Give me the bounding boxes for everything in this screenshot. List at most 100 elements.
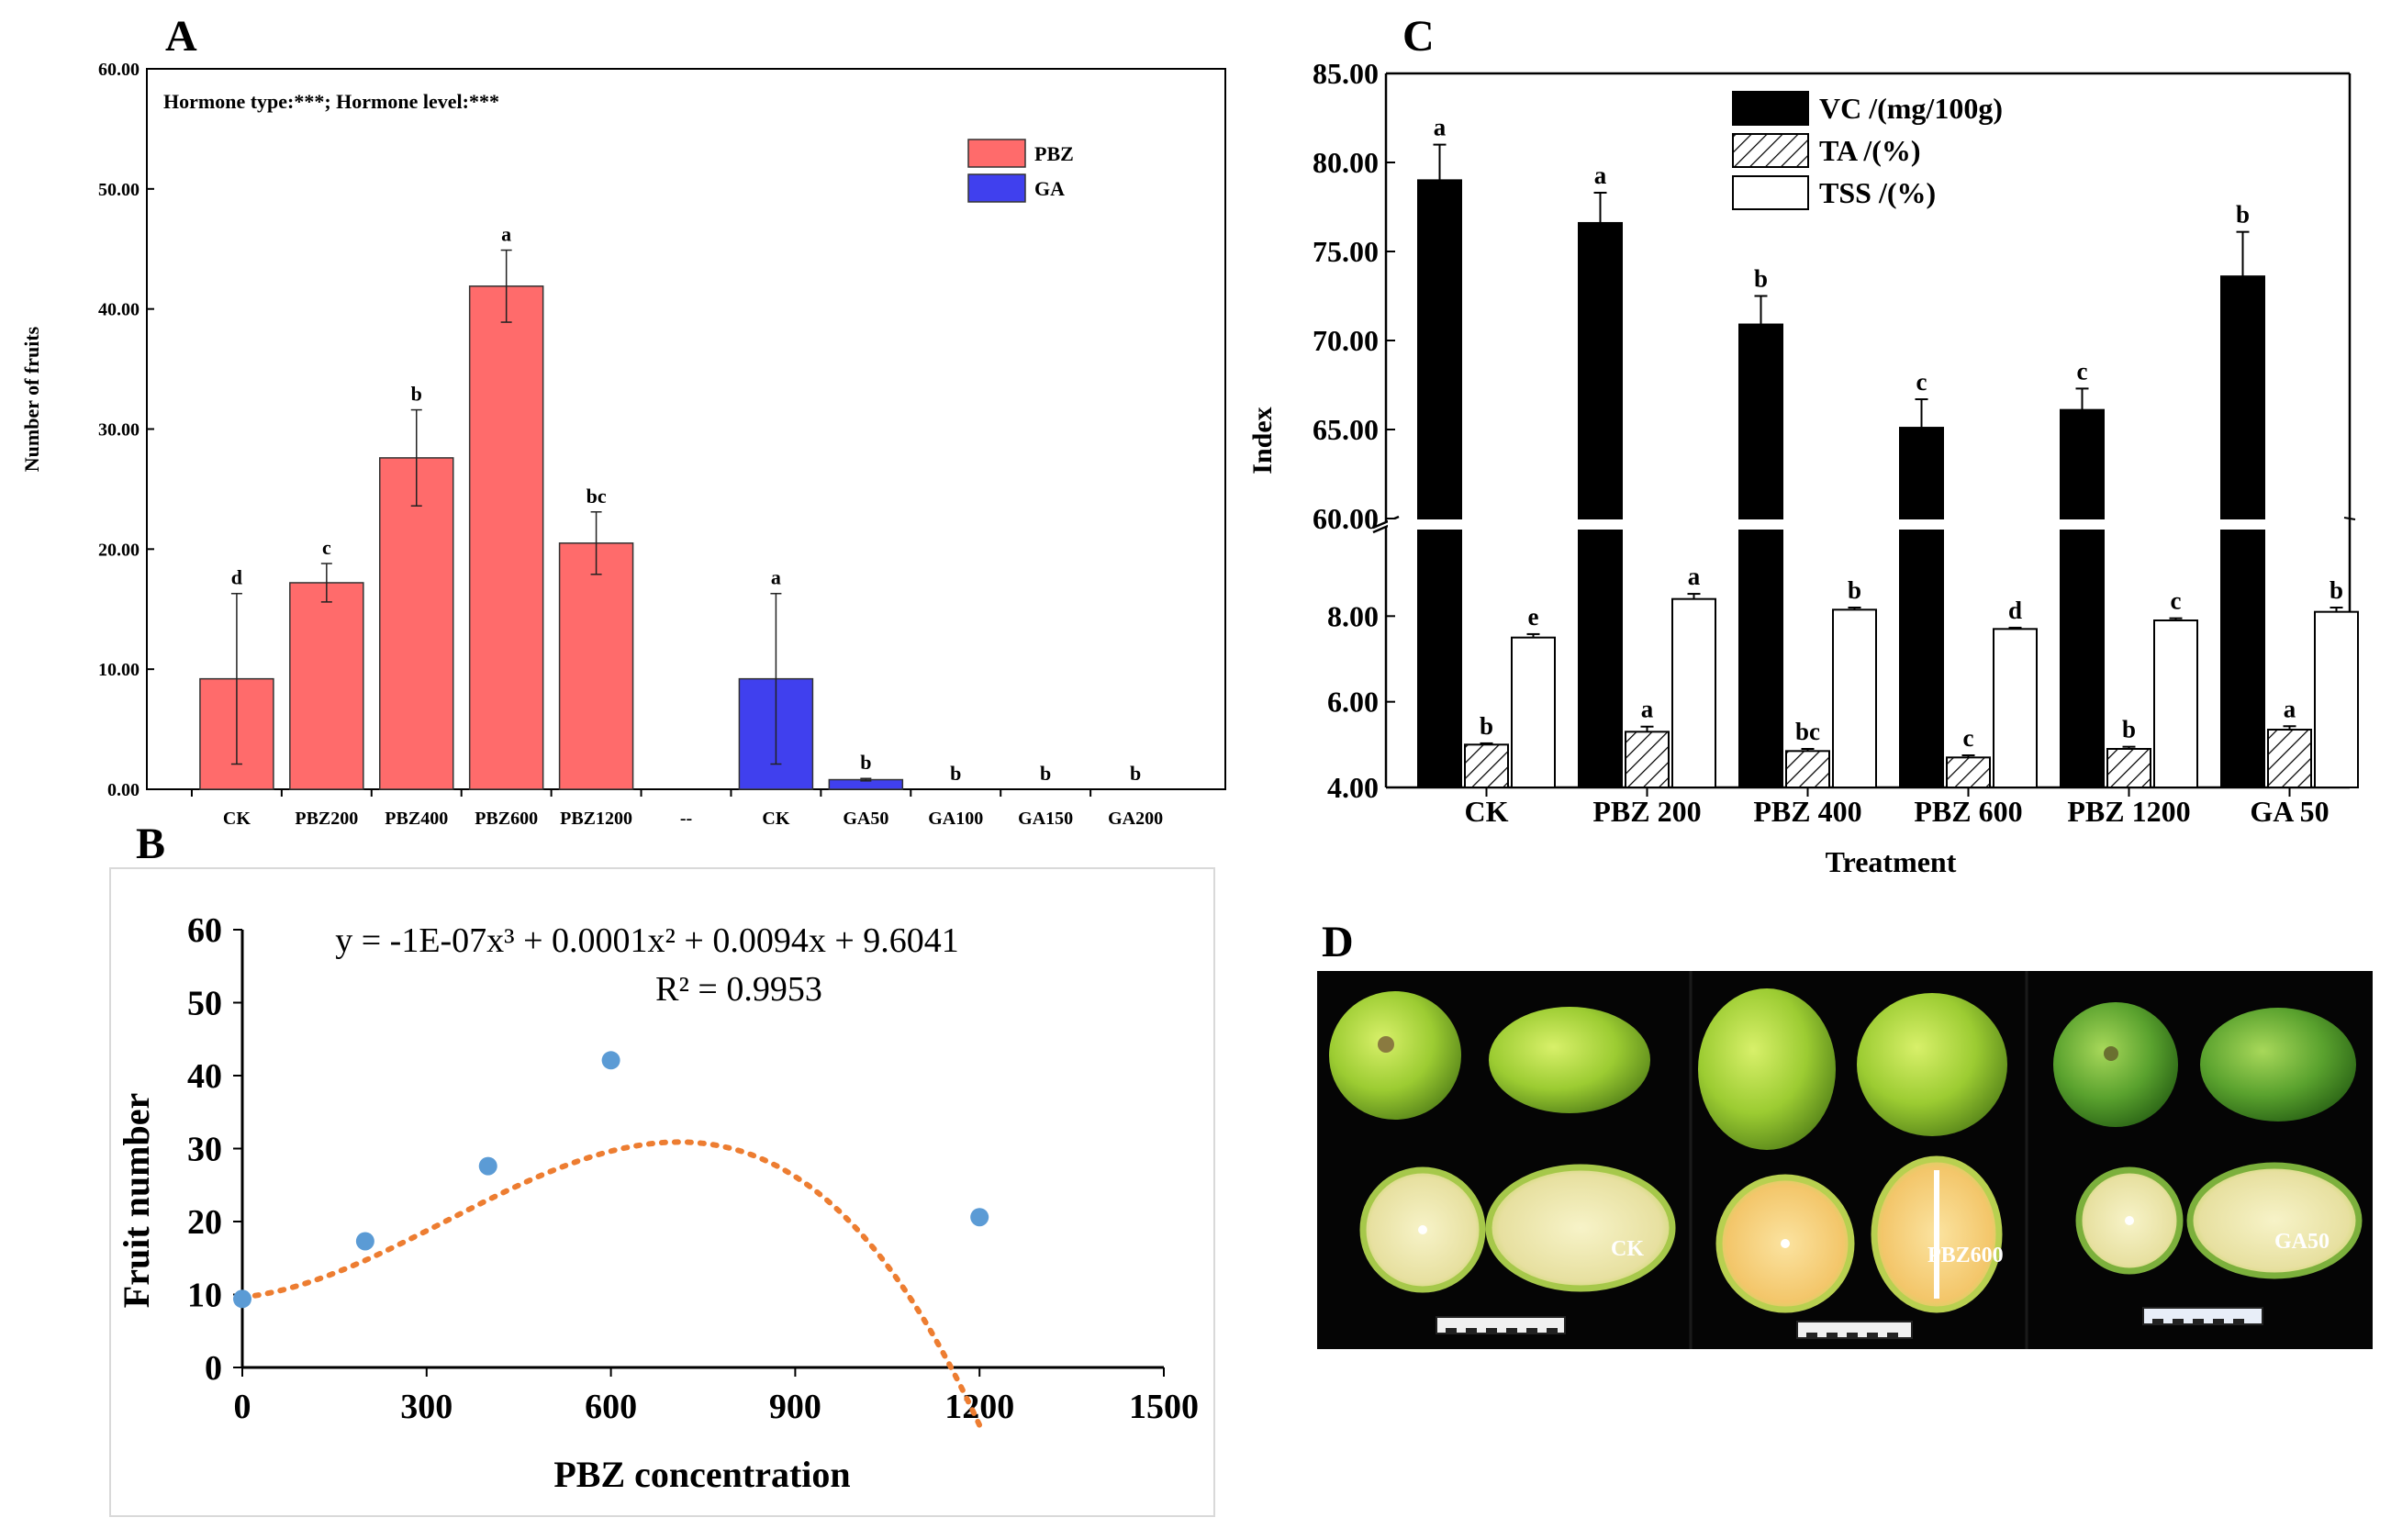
- y-tick-label: 65.00: [1313, 413, 1379, 446]
- x-tick-label: PBZ 400: [1753, 795, 1861, 828]
- y-tick-label: 40.00: [98, 300, 140, 320]
- significance-letter: b: [1754, 265, 1768, 293]
- y-tick-label: 75.00: [1313, 235, 1379, 268]
- significance-note: Hormone type:***; Hormone level:***: [163, 90, 499, 113]
- significance-letter: d: [2008, 597, 2022, 624]
- x-tick-label: PBZ 600: [1914, 795, 2022, 828]
- photo-pbz600: PBZ600: [1698, 988, 2007, 1339]
- y-tick-label: 0.00: [107, 780, 140, 800]
- bar: [2106, 748, 2151, 788]
- x-tick-label: PBZ 200: [1592, 795, 1701, 828]
- x-tick-label: GA 50: [2250, 795, 2329, 828]
- stem-scar: [1378, 1036, 1394, 1053]
- x-tick-label: PBZ200: [295, 809, 358, 829]
- y-axis-label-c: Index: [1247, 407, 1278, 474]
- bar: [468, 285, 544, 790]
- legend-swatch: [1732, 91, 1809, 126]
- bar: [289, 582, 364, 790]
- significance-letter: a: [1641, 696, 1654, 723]
- legend-label: PBZ: [1034, 142, 1074, 165]
- chart-frame-b: [109, 867, 1215, 1517]
- x-tick-label: 900: [769, 1388, 821, 1426]
- bar: [2060, 408, 2105, 788]
- x-tick-label: PBZ 1200: [2067, 795, 2190, 828]
- significance-letter: d: [231, 566, 242, 589]
- y-tick-label: 6.00: [1327, 686, 1379, 719]
- lime-core: [1418, 1225, 1427, 1234]
- bar: [1417, 179, 1462, 788]
- significance-letter: a: [1594, 162, 1607, 189]
- bar: [1946, 756, 1991, 788]
- significance-letter: b: [950, 762, 961, 785]
- significance-letter: a: [1434, 114, 1447, 141]
- whole-lime: [1489, 1007, 1650, 1113]
- y-tick-label: 60.00: [1313, 502, 1379, 535]
- significance-letter: b: [2330, 576, 2343, 604]
- y-tick-label: 85.00: [1313, 57, 1379, 90]
- x-tick-label: 0: [234, 1388, 251, 1426]
- x-tick-label: 600: [585, 1388, 637, 1426]
- bar: [1899, 427, 1944, 788]
- scale-ruler: [2142, 1307, 2263, 1325]
- significance-letter: b: [2122, 716, 2136, 743]
- y-tick-label: 10: [187, 1277, 222, 1315]
- panel-a: A 0.00 10.00 20.00 30.00 40.00 50.00 60.00 Num…: [20, 12, 1226, 829]
- legend-label: TSS /(%): [1819, 176, 1936, 209]
- whole-lime: [2053, 1002, 2178, 1127]
- significance-letter: b: [411, 383, 422, 406]
- x-tick-label: CK: [1465, 795, 1509, 828]
- y-tick-label: 8.00: [1327, 599, 1379, 632]
- photo-ck: CK: [1329, 991, 1676, 1334]
- whole-lime: [1698, 988, 1836, 1150]
- significance-letter: bc: [587, 485, 607, 508]
- bar: [2153, 619, 2198, 788]
- significance-letter: e: [1528, 603, 1539, 631]
- photo-label-pbz600: PBZ600: [1927, 1244, 2004, 1267]
- legend-label: TA /(%): [1819, 134, 1921, 167]
- bar: [1625, 731, 1670, 788]
- significance-letter: b: [860, 751, 871, 774]
- photo-ga50: GA50: [2053, 1002, 2363, 1325]
- x-tick-label: CK: [762, 809, 789, 829]
- photo-label-ga50: GA50: [2274, 1230, 2330, 1254]
- x-tick-label: PBZ600: [475, 809, 538, 829]
- x-axis-c: CK PBZ 200 PBZ 400 PBZ 600 PBZ 1200 GA 50: [1465, 795, 2330, 828]
- x-axis-label-c: Treatment: [1826, 845, 1957, 878]
- significance-letter: c: [1916, 368, 1927, 396]
- legend-label: GA: [1034, 177, 1065, 200]
- y-tick-label: 30.00: [98, 420, 140, 441]
- panel-label-a: A: [165, 12, 197, 61]
- scale-ruler: [1436, 1316, 1566, 1334]
- x-tick-label: CK: [223, 809, 251, 829]
- bar: [1738, 323, 1783, 788]
- photo-label-ck: CK: [1611, 1237, 1644, 1261]
- r-squared: R² = 0.9953: [655, 970, 822, 1009]
- panel-label-d: D: [1322, 918, 1354, 966]
- whole-lime: [1857, 993, 2007, 1136]
- scale-ruler: [1796, 1321, 1913, 1339]
- bar: [1671, 597, 1716, 789]
- data-point: [970, 1208, 989, 1227]
- bar: [1578, 221, 1623, 788]
- bar: [1785, 750, 1830, 788]
- y-tick-label: 30: [187, 1131, 222, 1169]
- bars-a: d c b a bc a b b b b: [199, 223, 1141, 790]
- cut-lime: [2186, 1162, 2363, 1279]
- significance-letter: c: [1963, 724, 1974, 752]
- y-tick-label: 60.00: [98, 60, 140, 80]
- trendline: [240, 1139, 983, 1428]
- data-point: [601, 1051, 620, 1070]
- lime-core: [2125, 1216, 2134, 1225]
- significance-letter: a: [1688, 563, 1701, 590]
- bar: [2267, 729, 2312, 788]
- bar: [558, 542, 634, 790]
- bar: [379, 457, 454, 790]
- y-tick-label: 10.00: [98, 660, 140, 680]
- points-b: [233, 1051, 989, 1309]
- x-tick-label: GA150: [1018, 809, 1073, 829]
- significance-letter: b: [2236, 201, 2250, 229]
